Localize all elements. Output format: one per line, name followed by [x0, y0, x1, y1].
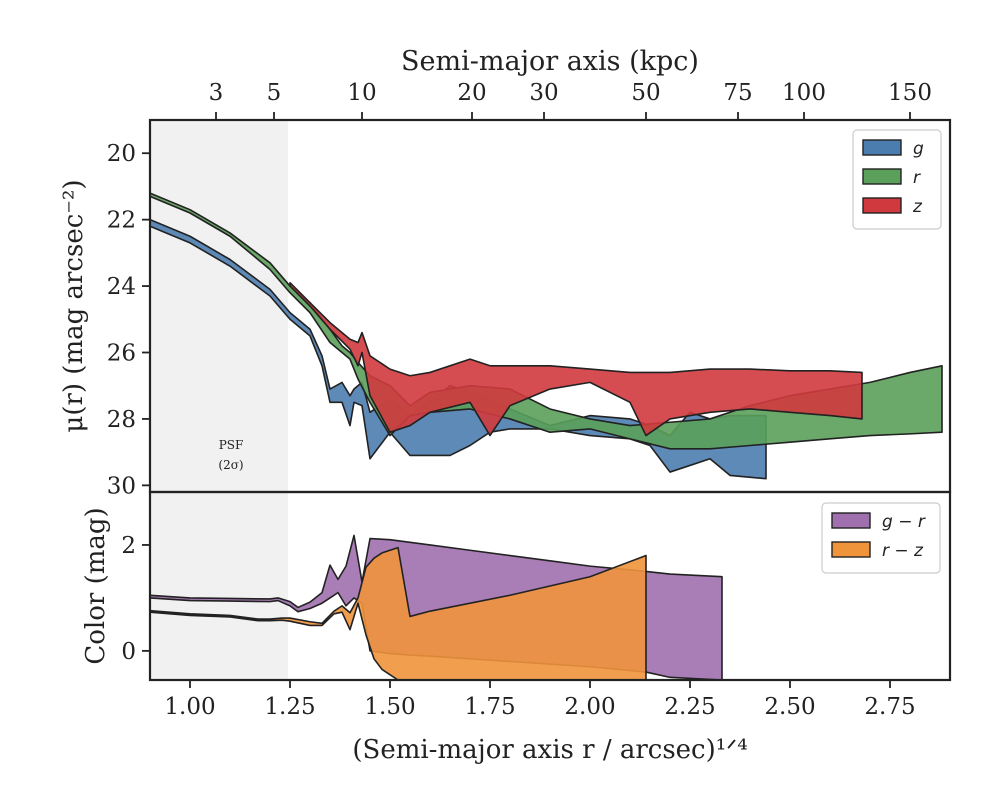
bottom-panel-frame	[148, 490, 952, 682]
top-axis-tick-label: 100	[782, 80, 826, 106]
top-z-band	[289, 281, 863, 437]
top-panel-marks	[150, 192, 943, 480]
top-axis-tick-label: 20	[457, 80, 486, 106]
bottom-legend-swatch	[831, 541, 871, 558]
top-y-tick-label: 30	[107, 473, 136, 499]
x-tick-label: 2.50	[764, 694, 815, 720]
x-tick-label: 1.50	[364, 694, 415, 720]
bot-rz-band	[150, 546, 647, 680]
top-y-axis-title: μ(r) (mag arcsec⁻²)	[59, 179, 89, 432]
bottom-panel-marks	[150, 534, 723, 680]
bottom-y-tick-label: 2	[121, 533, 136, 559]
top-legend-label: r	[913, 168, 921, 188]
psf-label: PSF	[219, 438, 244, 452]
top-legend-swatch	[862, 197, 902, 214]
psf-shaded-region-bottom	[150, 492, 288, 680]
bottom-legend-swatch	[831, 512, 871, 529]
top-axis-tick-label: 50	[631, 80, 660, 106]
x-tick-label: 2.75	[864, 694, 915, 720]
top-y-tick-label: 24	[107, 274, 136, 300]
top-axis-tick-label: 150	[888, 80, 932, 106]
top-axis-tick-label: 30	[529, 80, 558, 106]
x-tick-label: 2.25	[664, 694, 715, 720]
top-axis-tick-label: 5	[267, 80, 282, 106]
top-axis-tick-label: 10	[347, 80, 376, 106]
top-axis-title: Semi-major axis (kpc)	[401, 46, 699, 77]
top-legend-label: g	[913, 139, 924, 159]
x-tick-label: 1.25	[264, 694, 315, 720]
top-g-band	[150, 218, 767, 480]
bottom-y-axis-title: Color (mag)	[81, 507, 111, 664]
axes-ticks: 20 22 24 26 28 30 0 2 1.00 1.25 1.50 1.75 2.00 2.25 2.…	[107, 80, 932, 720]
x-tick-label: 1.75	[464, 694, 515, 720]
x-tick-label: 2.00	[564, 694, 615, 720]
top-y-tick-label: 22	[107, 208, 136, 234]
top-legend-label: z	[912, 197, 923, 217]
top-y-tick-label: 20	[107, 141, 136, 167]
x-tick-label: 1.00	[164, 694, 215, 720]
legends: grz g − r r − z	[821, 129, 942, 574]
top-axis-tick-label: 75	[723, 80, 752, 106]
top-axis-tick-label: 3	[209, 80, 224, 106]
bottom-legend-label: r − z	[882, 541, 924, 561]
psf-sigma-label: (2σ)	[218, 458, 243, 472]
bottom-legend-label: g − r	[882, 512, 926, 532]
top-y-tick-label: 26	[107, 341, 136, 367]
x-axis-title: (Semi-major axis r / arcsec)¹ᐟ⁴	[352, 735, 747, 765]
top-y-tick-label: 28	[107, 407, 136, 433]
top-legend-swatch	[862, 139, 902, 156]
psf-shaded-region-top	[150, 120, 288, 492]
bottom-y-tick-label: 0	[121, 639, 136, 665]
top-legend-swatch	[862, 168, 902, 185]
